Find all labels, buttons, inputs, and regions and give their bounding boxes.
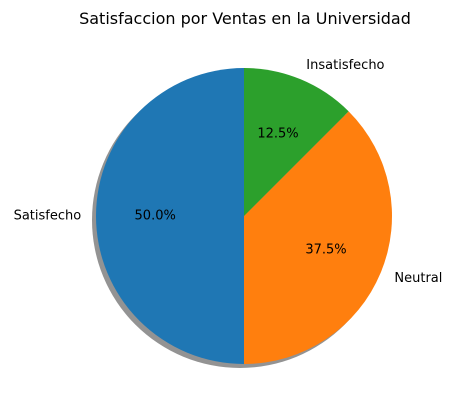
slice-label-satisfecho: Satisfecho bbox=[14, 209, 82, 224]
pct-label-satisfecho: 50.0% bbox=[135, 209, 176, 224]
pie-labels: Satisfecho 50.0% Neutral 37.5% Insatisfecho 1… bbox=[14, 58, 443, 286]
pie-slice-insatisfecho bbox=[244, 68, 349, 216]
pie-slice-neutral bbox=[244, 111, 392, 364]
slice-label-neutral: Neutral bbox=[394, 271, 442, 286]
pie-slices bbox=[92, 68, 392, 368]
slice-label-insatisfecho: Insatisfecho bbox=[306, 58, 384, 73]
pct-label-insatisfecho: 12.5% bbox=[257, 127, 298, 142]
pie-slice-satisfecho bbox=[96, 68, 244, 364]
chart-title: Satisfaccion por Ventas en la Universida… bbox=[79, 9, 411, 28]
pct-label-neutral: 37.5% bbox=[305, 243, 346, 258]
